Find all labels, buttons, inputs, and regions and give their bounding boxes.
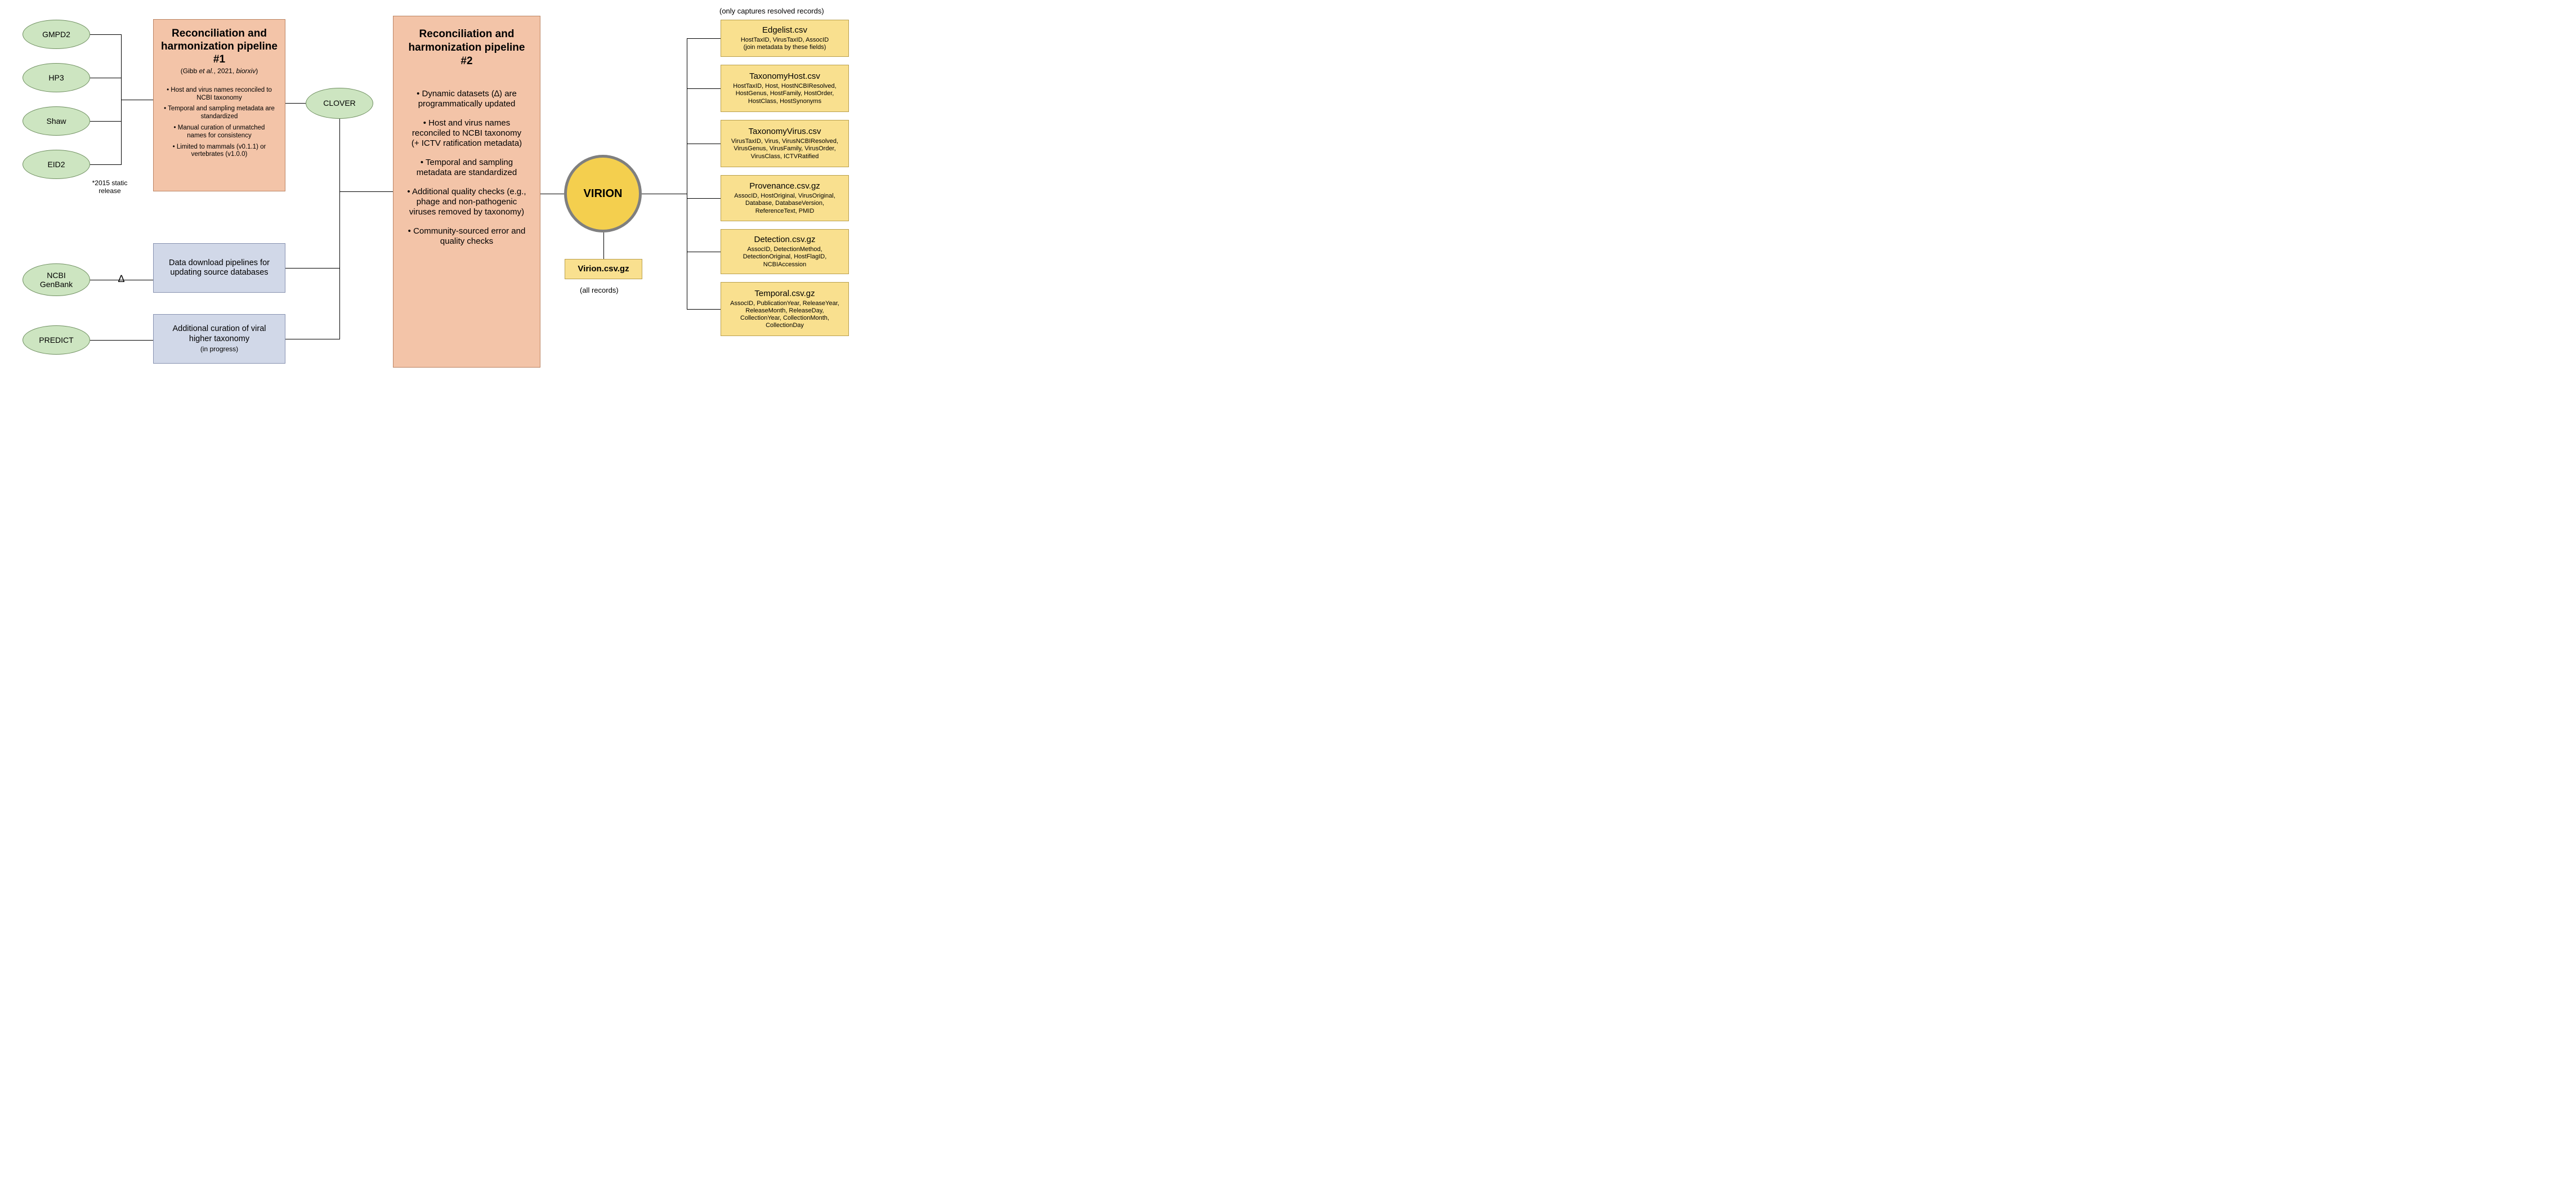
virion-all-records: (all records) <box>580 286 619 295</box>
output-taxonomyhost: TaxonomyHost.csv HostTaxID, Host, HostNC… <box>721 65 849 112</box>
virion-circle: VIRION <box>564 155 642 232</box>
node-ncbi-genbank: NCBI GenBank <box>23 263 90 296</box>
pipeline-1-bullets: Host and virus names reconciled to NCBI … <box>160 83 278 162</box>
diagram-canvas: GMPD2 HP3 Shaw EID2 *2015 static release… <box>0 0 858 400</box>
node-shaw: Shaw <box>23 106 90 136</box>
pipeline-2-bullets: Dynamic datasets (∆) are programmaticall… <box>405 80 529 256</box>
pipeline-1-box: Reconciliation and harmonization pipelin… <box>153 19 285 191</box>
node-hp3: HP3 <box>23 63 90 92</box>
virion-main-file: Virion.csv.gz <box>565 259 642 279</box>
delta-symbol: ∆ <box>118 273 124 285</box>
output-edgelist: Edgelist.csv HostTaxID, VirusTaxID, Asso… <box>721 20 849 57</box>
output-taxonomyvirus: TaxonomyVirus.csv VirusTaxID, Virus, Vir… <box>721 120 849 167</box>
bluebox-download: Data download pipelines for updating sou… <box>153 243 285 293</box>
node-eid2: EID2 <box>23 150 90 179</box>
output-provenance: Provenance.csv.gz AssocID, HostOriginal,… <box>721 175 849 221</box>
output-temporal: Temporal.csv.gz AssocID, PublicationYear… <box>721 282 849 336</box>
node-clover: CLOVER <box>306 88 373 119</box>
pipeline-1-citation: (Gibb et al., 2021, biorxiv) <box>181 67 258 75</box>
resolved-note: (only captures resolved records) <box>719 7 824 16</box>
pipeline-2-title: Reconciliation and harmonization pipelin… <box>405 28 529 68</box>
pipeline-2-box: Reconciliation and harmonization pipelin… <box>393 16 540 368</box>
bluebox-curation: Additional curation of viral higher taxo… <box>153 314 285 364</box>
output-detection: Detection.csv.gz AssocID, DetectionMetho… <box>721 229 849 274</box>
pipeline-1-title: Reconciliation and harmonization pipelin… <box>160 28 278 66</box>
node-gmpd2: GMPD2 <box>23 20 90 49</box>
node-predict: PREDICT <box>23 325 90 355</box>
eid2-note: *2015 static release <box>87 179 132 195</box>
